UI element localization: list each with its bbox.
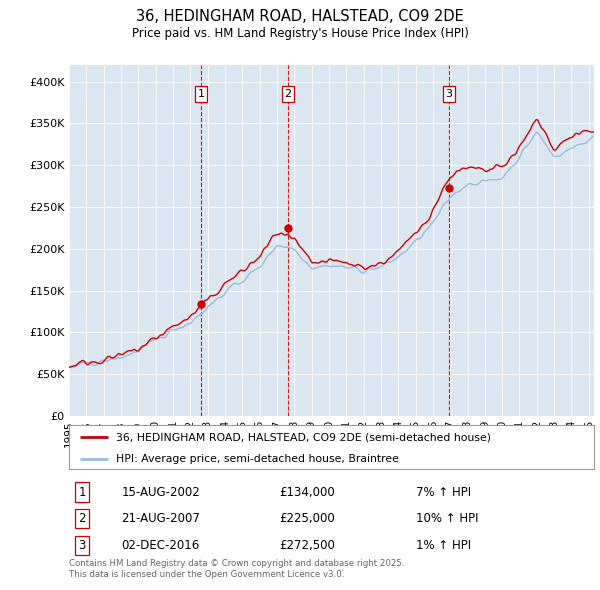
Text: 1: 1 xyxy=(197,89,205,99)
Text: 2: 2 xyxy=(284,89,292,99)
Text: 36, HEDINGHAM ROAD, HALSTEAD, CO9 2DE (semi-detached house): 36, HEDINGHAM ROAD, HALSTEAD, CO9 2DE (s… xyxy=(116,432,491,442)
Text: Contains HM Land Registry data © Crown copyright and database right 2025.
This d: Contains HM Land Registry data © Crown c… xyxy=(69,559,404,579)
Text: 1: 1 xyxy=(79,486,86,499)
Text: Price paid vs. HM Land Registry's House Price Index (HPI): Price paid vs. HM Land Registry's House … xyxy=(131,27,469,40)
Text: 21-AUG-2007: 21-AUG-2007 xyxy=(121,512,200,525)
Text: 10% ↑ HPI: 10% ↑ HPI xyxy=(415,512,478,525)
Text: 3: 3 xyxy=(445,89,452,99)
Text: 2: 2 xyxy=(79,512,86,525)
Text: £272,500: £272,500 xyxy=(279,539,335,552)
Text: £134,000: £134,000 xyxy=(279,486,335,499)
Text: HPI: Average price, semi-detached house, Braintree: HPI: Average price, semi-detached house,… xyxy=(116,454,399,464)
Text: 3: 3 xyxy=(79,539,86,552)
Text: 02-DEC-2016: 02-DEC-2016 xyxy=(121,539,200,552)
Text: 1% ↑ HPI: 1% ↑ HPI xyxy=(415,539,470,552)
Text: 7% ↑ HPI: 7% ↑ HPI xyxy=(415,486,470,499)
Text: 15-AUG-2002: 15-AUG-2002 xyxy=(121,486,200,499)
Text: 36, HEDINGHAM ROAD, HALSTEAD, CO9 2DE: 36, HEDINGHAM ROAD, HALSTEAD, CO9 2DE xyxy=(136,9,464,24)
Text: £225,000: £225,000 xyxy=(279,512,335,525)
